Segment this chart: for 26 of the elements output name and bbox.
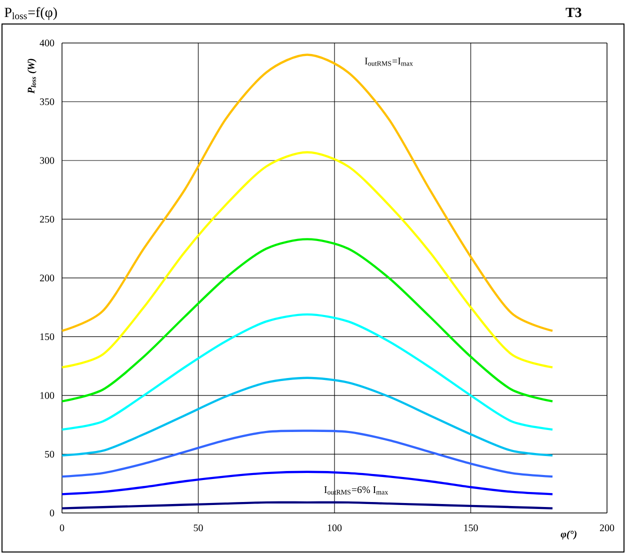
y-axis-title: P$_{loss}$ (W) xyxy=(27,58,36,94)
y-tick-label: 400 xyxy=(40,40,54,46)
x-axis-title: φ(°) xyxy=(560,530,576,540)
y-tick-label: 150 xyxy=(40,333,54,340)
y-tick-label: 300 xyxy=(40,157,54,164)
chart-title: P$_{loss}$=f(φ) xyxy=(4,7,57,20)
x-tick-label: 50 xyxy=(194,524,203,532)
y-tick-label: 50 xyxy=(45,450,54,458)
line-series xyxy=(60,376,554,457)
chart-subtitle: T3 xyxy=(566,8,582,18)
line-series xyxy=(60,470,554,496)
y-tick-label: 350 xyxy=(40,98,54,106)
line-series xyxy=(60,151,554,368)
annotation: I$_{outRMS}$=I$_{max}$ xyxy=(364,58,413,66)
line-series xyxy=(60,430,554,478)
y-tick-label: 250 xyxy=(40,216,54,223)
x-tick-label: 200 xyxy=(600,524,614,532)
x-tick-label: 100 xyxy=(328,524,342,532)
y-tick-label: 100 xyxy=(40,392,54,399)
line-series xyxy=(60,54,554,332)
y-tick-label: 200 xyxy=(40,274,54,282)
x-tick-label: 150 xyxy=(464,524,478,532)
y-tick-label: 0 xyxy=(50,510,54,516)
x-tick-label: 0 xyxy=(60,524,64,532)
line-series xyxy=(60,238,554,402)
line-series xyxy=(60,313,554,431)
